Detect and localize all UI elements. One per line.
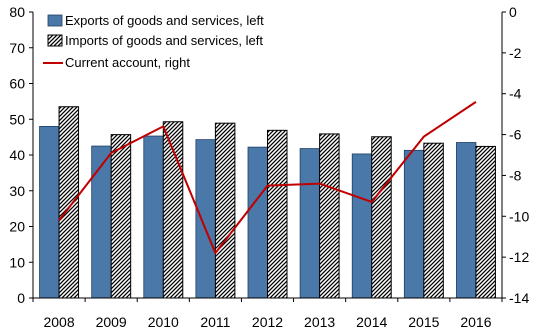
right-tick-label: -4 — [509, 86, 522, 102]
x-tick-label: 2016 — [460, 314, 491, 330]
left-tick-label: 50 — [9, 111, 25, 127]
bar-exports-2013 — [299, 148, 321, 299]
legend-label-current-account: Current account, right — [65, 55, 190, 70]
right-tick-label: -6 — [509, 127, 522, 143]
bar-exports-2010 — [143, 135, 164, 299]
bar-imports-2008 — [58, 106, 80, 299]
bar-imports-2009 — [110, 134, 132, 299]
bar-imports-2012 — [267, 129, 288, 299]
x-tick-label: 2011 — [200, 314, 230, 330]
x-tick-label: 2008 — [43, 314, 74, 330]
bar-exports-2012 — [247, 146, 268, 299]
legend-swatch-imports — [47, 34, 63, 47]
left-tick-label: 60 — [9, 76, 25, 92]
left-tick-label: 0 — [17, 290, 25, 306]
plot-area — [39, 101, 496, 299]
bar-exports-2008 — [39, 126, 60, 299]
x-tick-label: 2013 — [304, 314, 335, 330]
bar-exports-2015 — [403, 149, 425, 299]
legend-swatch-exports — [47, 14, 63, 27]
bar-imports-2014 — [371, 136, 392, 299]
right-tick-label: -2 — [509, 45, 522, 61]
x-tick-label: 2010 — [148, 314, 179, 330]
left-tick-label: 10 — [9, 254, 25, 270]
bar-exports-2011 — [195, 139, 216, 299]
left-tick-label: 40 — [9, 147, 25, 163]
legend-label-imports: Imports of goods and services, left — [65, 33, 263, 48]
right-tick-label: -14 — [509, 290, 529, 306]
left-tick-label: 20 — [9, 219, 25, 235]
bar-exports-2009 — [91, 145, 112, 299]
right-tick-label: -12 — [509, 249, 529, 265]
legend-label-exports: Exports of goods and services, left — [65, 13, 264, 28]
x-tick-label: 2012 — [252, 314, 283, 330]
x-tick-label: 2009 — [96, 314, 127, 330]
right-tick-label: -8 — [509, 167, 522, 183]
x-tick-label: 2014 — [356, 314, 387, 330]
bar-imports-2016 — [475, 145, 496, 299]
x-tick-label: 2015 — [408, 314, 439, 330]
left-tick-label: 30 — [9, 183, 25, 199]
bar-imports-2013 — [319, 133, 340, 299]
right-tick-label: 0 — [509, 4, 517, 20]
bar-exports-2016 — [456, 142, 477, 299]
bar-exports-2014 — [351, 153, 373, 299]
right-tick-label: -10 — [509, 208, 529, 224]
left-tick-label: 80 — [9, 4, 25, 20]
left-tick-label: 70 — [9, 40, 25, 56]
bar-imports-2015 — [423, 142, 444, 299]
bar-imports-2011 — [214, 122, 236, 299]
legend: Exports of goods and services, left Impor… — [43, 13, 264, 70]
axes: 0 10 20 30 40 50 60 70 80 0 -2 -4 -6 -8 -10 -12 -14 2008 2… — [9, 4, 529, 330]
